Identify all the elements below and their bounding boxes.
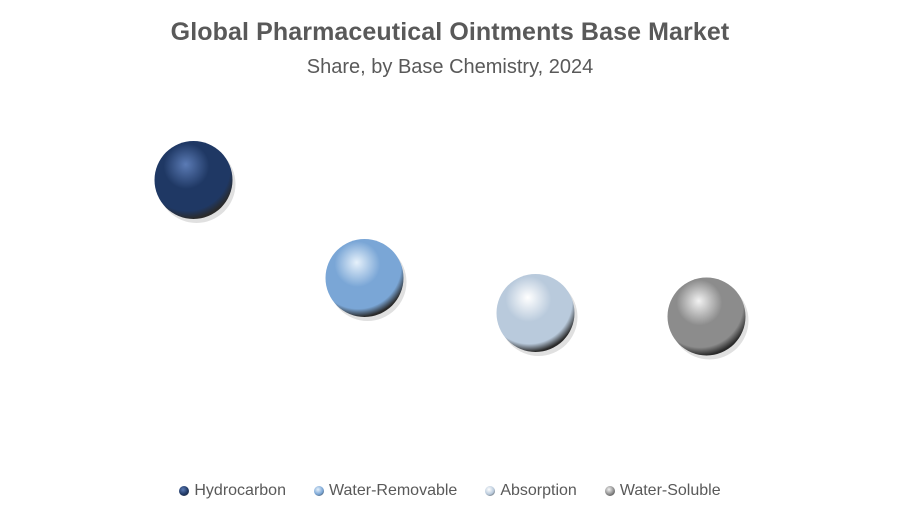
bubble-group bbox=[154, 141, 749, 360]
legend-label-absorption: Absorption bbox=[500, 482, 577, 499]
legend-marker-water-removable bbox=[313, 486, 324, 496]
chart-subtitle: Share, by Base Chemistry, 2024 bbox=[306, 56, 594, 78]
legend-label-water-removable: Water-Removable bbox=[328, 482, 458, 499]
data-point-water-soluble bbox=[667, 277, 746, 356]
data-point-absorption bbox=[496, 274, 575, 352]
legend-label-water-soluble: Water-Soluble bbox=[619, 482, 721, 499]
legend-item-water-soluble: Water-Soluble bbox=[604, 482, 721, 500]
legend-item-water-removable: Water-Removable bbox=[313, 482, 458, 500]
legend-marker-absorption bbox=[485, 486, 496, 496]
data-point-water-removable bbox=[325, 239, 404, 317]
chart-title: Global Pharmaceutical Ointments Base Mar… bbox=[170, 18, 730, 46]
legend-item-hydrocarbon: Hydrocarbon bbox=[179, 482, 286, 500]
legend-marker-water-soluble bbox=[604, 486, 615, 496]
data-point-hydrocarbon bbox=[154, 141, 233, 219]
legend-label-hydrocarbon: Hydrocarbon bbox=[194, 482, 286, 499]
legend-marker-hydrocarbon bbox=[179, 486, 190, 496]
legend-item-absorption: Absorption bbox=[485, 482, 577, 500]
legend: Hydrocarbon Water-Removable Absorption Wate… bbox=[0, 482, 900, 500]
